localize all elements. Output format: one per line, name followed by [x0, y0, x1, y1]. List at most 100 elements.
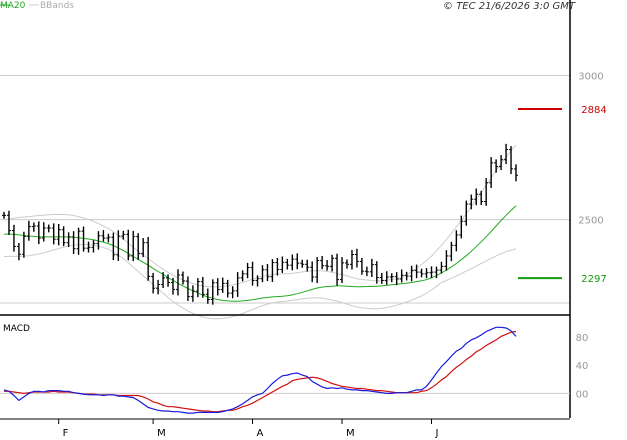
bollinger-bands	[3, 144, 517, 320]
candle	[180, 271, 185, 285]
candle	[265, 264, 270, 282]
macd-tick-label: 40	[576, 361, 589, 372]
candle	[71, 231, 76, 254]
candle	[504, 143, 509, 165]
candle	[295, 253, 300, 270]
candle	[116, 230, 121, 261]
candle	[131, 230, 136, 262]
candle	[61, 226, 66, 247]
macd-tick-label: 00	[576, 389, 589, 400]
candle	[489, 157, 494, 188]
candle	[41, 222, 46, 242]
price-axis: 3000 2500	[578, 72, 603, 227]
candle	[146, 236, 151, 281]
candle	[185, 276, 190, 301]
candle	[444, 250, 449, 271]
candle	[474, 188, 479, 206]
price-gridlines	[0, 75, 570, 304]
candle	[141, 238, 146, 258]
candle	[166, 274, 171, 287]
candle	[434, 266, 439, 279]
candle	[6, 210, 11, 235]
bbands-lower	[3, 243, 517, 320]
candle	[354, 248, 359, 268]
macd-series	[3, 326, 517, 414]
candle	[2, 211, 6, 219]
candle	[136, 233, 141, 260]
ma-legend: MA20	[0, 1, 26, 11]
macd-axis: 80 40 00	[576, 333, 589, 400]
candle	[86, 241, 91, 253]
macd-panel: MACD 80 40 00	[0, 324, 589, 414]
candle	[290, 254, 295, 271]
candle	[409, 265, 414, 282]
x-tick-label: J	[434, 428, 438, 439]
candle	[31, 222, 36, 232]
candle	[175, 269, 180, 296]
bbands-upper	[3, 144, 517, 288]
candle	[335, 253, 340, 286]
candle	[161, 272, 166, 288]
candle	[126, 229, 131, 261]
copyright-text: © TEC 21/6/2026 3:0 GMT	[443, 1, 576, 12]
candle	[270, 259, 275, 282]
candle	[21, 231, 26, 258]
candle	[364, 266, 369, 277]
candle	[344, 259, 349, 269]
candle	[479, 190, 484, 205]
candle	[359, 257, 364, 275]
price-tick-label: 2500	[578, 216, 603, 227]
candle	[106, 233, 111, 243]
candle	[190, 285, 195, 302]
signal-line	[4, 330, 517, 413]
candle	[325, 260, 330, 271]
candle	[230, 286, 235, 299]
candle	[469, 194, 474, 210]
candle	[76, 227, 81, 255]
macd-line	[3, 326, 517, 414]
candle	[499, 155, 504, 171]
candle	[240, 270, 245, 282]
chart-header: MA20 BBands © TEC 21/6/2026 3:0 GMT	[0, 1, 576, 12]
candle	[394, 272, 399, 286]
candle	[285, 258, 290, 270]
candle	[275, 257, 280, 276]
candle	[484, 178, 489, 206]
candle	[51, 223, 56, 245]
candle	[300, 259, 305, 268]
candle	[245, 262, 250, 279]
candle	[16, 242, 21, 261]
candle	[399, 269, 404, 283]
candle	[280, 256, 285, 273]
ma20-series	[4, 205, 517, 302]
macd-tick-label: 80	[576, 333, 589, 344]
candle	[429, 266, 434, 278]
candle	[210, 279, 215, 305]
candle	[215, 278, 220, 296]
candle	[459, 215, 464, 239]
candle	[56, 223, 61, 246]
candle	[225, 279, 230, 298]
candle	[315, 257, 320, 284]
candle	[11, 224, 16, 252]
candle	[26, 220, 31, 241]
candle	[250, 261, 255, 286]
candle	[320, 255, 325, 270]
candle	[151, 272, 156, 294]
macd-title: MACD	[3, 324, 30, 334]
candle	[464, 200, 469, 226]
bb-legend: BBands	[40, 1, 74, 11]
x-tick-label: M	[346, 428, 355, 439]
candle	[220, 277, 225, 293]
candle	[349, 249, 354, 270]
candle	[414, 264, 419, 279]
candle	[424, 268, 429, 279]
candle	[439, 261, 444, 274]
candle	[379, 272, 384, 284]
resistance-label: 2884	[581, 105, 606, 116]
candle	[389, 273, 394, 283]
candle	[101, 230, 106, 242]
candle	[374, 261, 379, 284]
candle	[81, 226, 86, 252]
